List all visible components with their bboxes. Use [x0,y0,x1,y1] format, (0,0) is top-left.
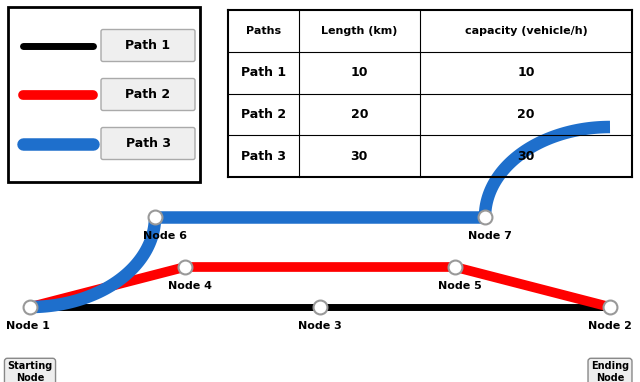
Text: Path 3: Path 3 [125,137,170,150]
Text: 30: 30 [517,150,534,163]
Text: Node 6: Node 6 [143,231,187,241]
Text: Path 2: Path 2 [125,88,171,101]
Text: Path 2: Path 2 [241,108,286,121]
Text: Ending
Node: Ending Node [591,361,629,382]
Text: 10: 10 [351,66,368,79]
Text: Path 1: Path 1 [241,66,286,79]
FancyBboxPatch shape [101,29,195,62]
Text: 30: 30 [351,150,368,163]
FancyBboxPatch shape [101,78,195,110]
Text: 20: 20 [351,108,368,121]
Text: Starting
Node: Starting Node [8,361,52,382]
Bar [8,7,200,182]
FancyBboxPatch shape [101,128,195,160]
Text: Node 2: Node 2 [588,321,632,331]
Text: capacity (vehicle/h): capacity (vehicle/h) [465,26,588,36]
Text: Node 1: Node 1 [6,321,50,331]
Text: Path 1: Path 1 [125,39,171,52]
Text: 20: 20 [517,108,534,121]
Text: Path 3: Path 3 [241,150,286,163]
Text: Paths: Paths [246,26,281,36]
Text: Node 4: Node 4 [168,281,212,291]
Text: Node 5: Node 5 [438,281,482,291]
Text: Node 3: Node 3 [298,321,342,331]
Text: Length (km): Length (km) [321,26,397,36]
Text: 10: 10 [517,66,534,79]
Text: Node 7: Node 7 [468,231,512,241]
